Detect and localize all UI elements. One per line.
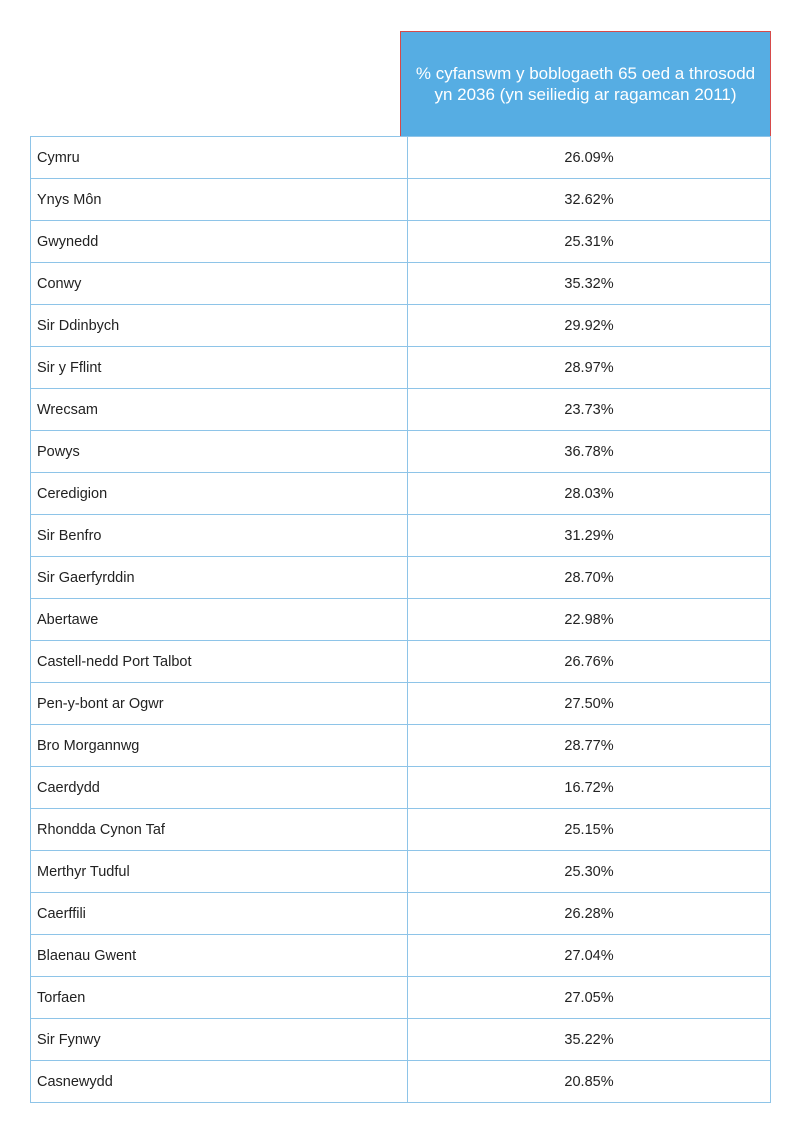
region-cell: Wrecsam [30,388,408,431]
region-cell: Bro Morgannwg [30,724,408,767]
table-row: Gwynedd 25.31% [30,220,771,263]
table-row: Caerdydd 16.72% [30,766,771,809]
region-cell: Blaenau Gwent [30,934,408,977]
table-row: Cymru 26.09% [30,136,771,179]
value-cell: 28.03% [407,472,771,515]
table-row: Conwy 35.32% [30,262,771,305]
region-cell: Ceredigion [30,472,408,515]
value-cell: 22.98% [407,598,771,641]
value-cell: 23.73% [407,388,771,431]
region-cell: Powys [30,430,408,473]
value-cell: 27.05% [407,976,771,1019]
value-cell: 16.72% [407,766,771,809]
region-cell: Sir Benfro [30,514,408,557]
region-cell: Cymru [30,136,408,179]
region-cell: Rhondda Cynon Taf [30,808,408,851]
value-cell: 36.78% [407,430,771,473]
value-cell: 32.62% [407,178,771,221]
table-row: Ynys Môn 32.62% [30,178,771,221]
value-cell: 35.32% [407,262,771,305]
region-cell: Gwynedd [30,220,408,263]
table-row: Casnewydd 20.85% [30,1060,771,1103]
value-cell: 25.31% [407,220,771,263]
region-cell: Caerdydd [30,766,408,809]
table-row: Rhondda Cynon Taf 25.15% [30,808,771,851]
table-row: Abertawe 22.98% [30,598,771,641]
region-cell: Sir Ddinbych [30,304,408,347]
table-row: Torfaen 27.05% [30,976,771,1019]
region-cell: Sir Gaerfyrddin [30,556,408,599]
table-row: Sir Benfro 31.29% [30,514,771,557]
region-cell: Pen-y-bont ar Ogwr [30,682,408,725]
value-cell: 31.29% [407,514,771,557]
table-row: Sir Ddinbych 29.92% [30,304,771,347]
data-table: Cymru 26.09% Ynys Môn 32.62% Gwynedd 25.31%… [30,136,771,1103]
table-row: Sir Fynwy 35.22% [30,1018,771,1061]
region-cell: Sir y Fflint [30,346,408,389]
value-cell: 20.85% [407,1060,771,1103]
region-cell: Caerffili [30,892,408,935]
table-row: Caerffili 26.28% [30,892,771,935]
region-cell: Abertawe [30,598,408,641]
table-row: Pen-y-bont ar Ogwr 27.50% [30,682,771,725]
column-header-label: % cyfanswm y boblogaeth 65 oed a throsod… [415,64,756,104]
region-cell: Sir Fynwy [30,1018,408,1061]
table-row: Castell-nedd Port Talbot 26.76% [30,640,771,683]
region-cell: Ynys Môn [30,178,408,221]
value-cell: 28.70% [407,556,771,599]
value-cell: 25.30% [407,850,771,893]
value-cell: 29.92% [407,304,771,347]
table-row: Merthyr Tudful 25.30% [30,850,771,893]
table-body: Cymru 26.09% Ynys Môn 32.62% Gwynedd 25.31%… [30,136,771,1103]
region-cell: Conwy [30,262,408,305]
table-row: Powys 36.78% [30,430,771,473]
table-row: Sir Gaerfyrddin 28.70% [30,556,771,599]
region-cell: Casnewydd [30,1060,408,1103]
table-row: Blaenau Gwent 27.04% [30,934,771,977]
value-cell: 28.97% [407,346,771,389]
region-cell: Merthyr Tudful [30,850,408,893]
table-row: Bro Morgannwg 28.77% [30,724,771,767]
value-cell: 25.15% [407,808,771,851]
value-cell: 28.77% [407,724,771,767]
value-cell: 27.04% [407,934,771,977]
region-cell: Castell-nedd Port Talbot [30,640,408,683]
value-cell: 35.22% [407,1018,771,1061]
table-row: Wrecsam 23.73% [30,388,771,431]
table-row: Ceredigion 28.03% [30,472,771,515]
value-cell: 26.09% [407,136,771,179]
column-header: % cyfanswm y boblogaeth 65 oed a throsod… [400,31,771,136]
value-cell: 26.76% [407,640,771,683]
value-cell: 26.28% [407,892,771,935]
value-cell: 27.50% [407,682,771,725]
table-row: Sir y Fflint 28.97% [30,346,771,389]
region-cell: Torfaen [30,976,408,1019]
